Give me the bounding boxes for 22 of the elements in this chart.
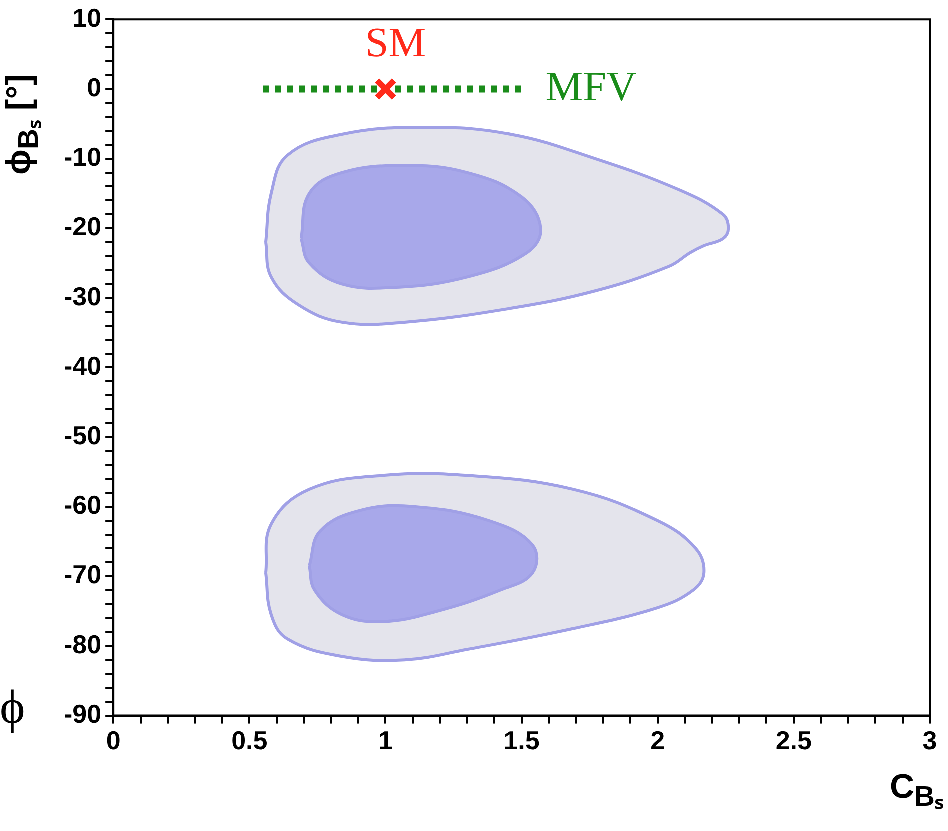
x-tick-label: 1	[378, 726, 393, 756]
y-tick-label: -10	[64, 142, 102, 172]
y-tick-label: -50	[64, 420, 102, 450]
series-label: MFV	[546, 64, 637, 110]
y-tick-label: -20	[64, 212, 102, 242]
x-axis-title: C$_{Bₛ}$	[890, 768, 944, 814]
y-tick-label: -80	[64, 629, 102, 660]
text: ϕ	[0, 680, 26, 735]
y-tick-label: -70	[64, 560, 102, 590]
x-tick-label: 2.5	[776, 726, 812, 756]
y-tick-label: -40	[64, 350, 102, 381]
y-tick-label: -30	[64, 281, 102, 312]
series-label: SM	[365, 20, 426, 66]
y-tick-label: 10	[72, 2, 102, 33]
y-tick-label: 0	[87, 72, 102, 102]
x-tick-label: 0	[106, 726, 121, 756]
x-tick-label: 0.5	[232, 726, 268, 756]
y-tick-label: -90	[64, 698, 102, 729]
x-tick-label: 3	[922, 726, 938, 756]
y-tick-label: -60	[64, 490, 102, 520]
x-tick-label: 2	[650, 726, 666, 756]
x-tick-label: 1.5	[504, 726, 540, 756]
